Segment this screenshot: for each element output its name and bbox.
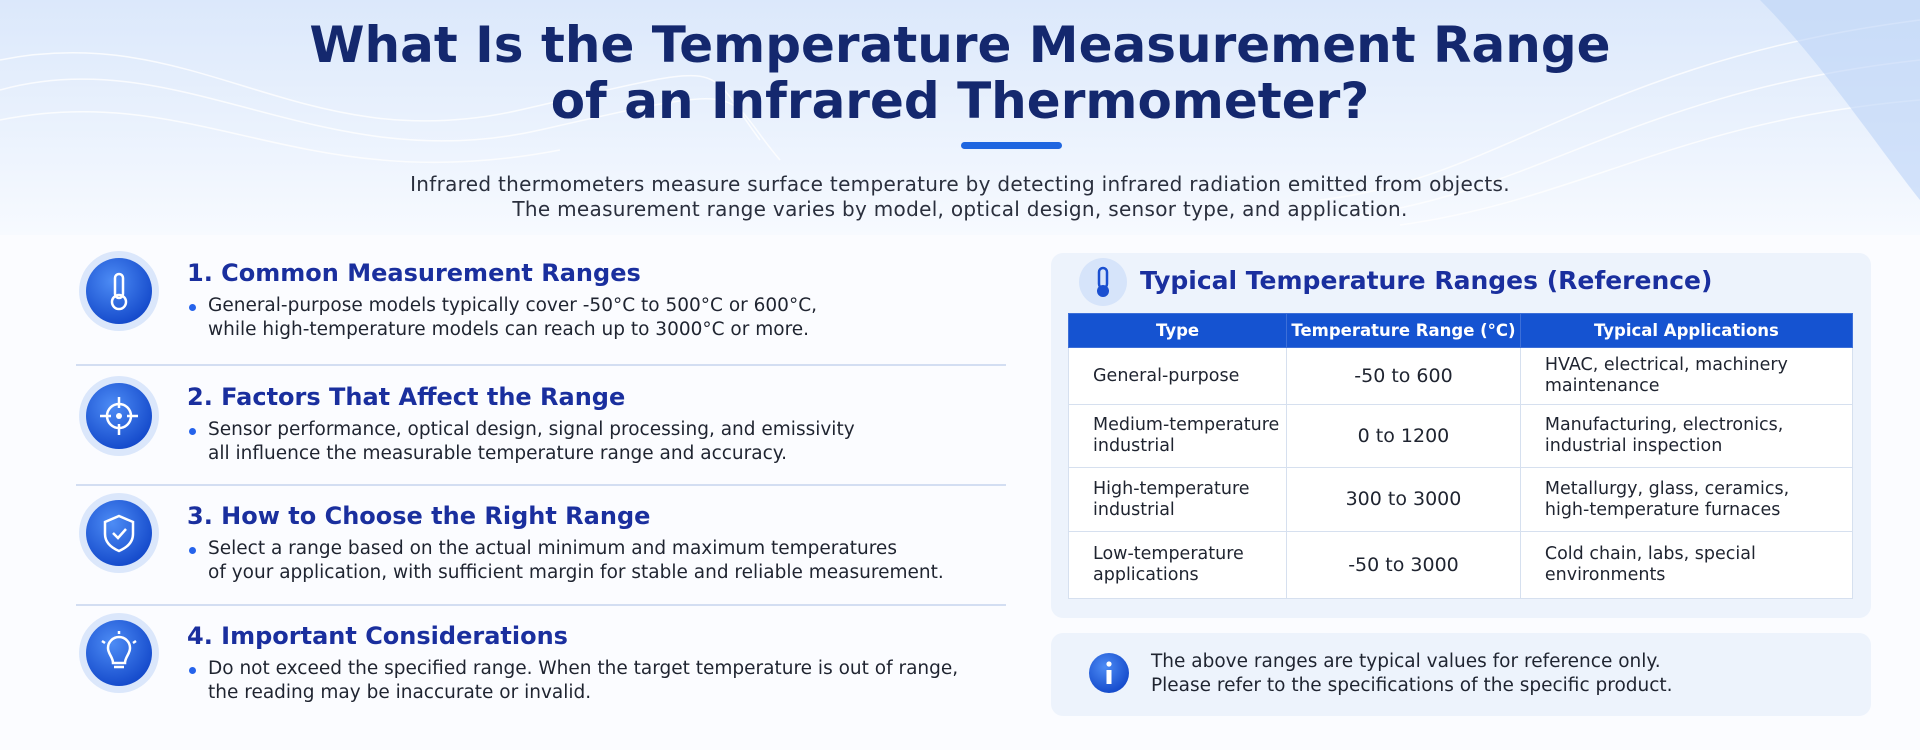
section-line: all influence the measurable temperature…	[208, 443, 787, 464]
table-cell: High-temperature industrial	[1067, 467, 1288, 532]
note-box	[1051, 633, 1871, 716]
section-line: General-purpose models typically cover -…	[208, 295, 817, 316]
table-cell: General-purpose	[1067, 347, 1288, 405]
table-row: General-purpose -50 to 600 HVAC, electrica…	[1067, 347, 1854, 405]
bullet	[189, 547, 196, 554]
section-line: the reading may be inaccurate or invalid…	[208, 682, 592, 703]
cell-line: General-purpose	[1093, 365, 1240, 386]
table-cell: -50 to 600	[1286, 347, 1521, 405]
column-header: Typical Applications	[1519, 313, 1854, 348]
cell-line: Metallurgy, glass, ceramics,	[1544, 478, 1790, 499]
note-line: Please refer to the specifications of th…	[1151, 675, 1673, 696]
section-title: 3. How to Choose the Right Range	[187, 502, 651, 530]
cell-line: -50 to 3000	[1348, 553, 1459, 576]
section-line: Sensor performance, optical design, sign…	[208, 419, 855, 440]
table-row: High-temperature industrial 300 to 3000 Met…	[1067, 467, 1854, 532]
cell-line: industrial inspection	[1544, 436, 1723, 456]
title: of an Infrared Thermometer?	[550, 72, 1370, 130]
section-line: of your application, with sufficient mar…	[208, 562, 944, 583]
divider	[76, 364, 1006, 366]
section-icons	[79, 251, 159, 693]
cell-line: Manufacturing, electronics,	[1544, 415, 1784, 435]
subtitle: Infrared thermometers measure surface te…	[410, 172, 1510, 196]
divider	[76, 484, 1006, 486]
divider	[76, 604, 1006, 606]
cell-line: high-temperature furnaces	[1544, 499, 1781, 520]
table-cell: Low-temperature applications	[1067, 531, 1288, 599]
table-cell: Cold chain, labs, special environments	[1519, 531, 1854, 599]
reference-table: Type Temperature Range (°C) Typical Applic…	[1067, 313, 1854, 599]
column-header: Temperature Range (°C)	[1286, 313, 1521, 348]
cell-line: environments	[1544, 565, 1666, 585]
table-cell: Medium-temperature industrial	[1067, 404, 1288, 468]
section-title: 4. Important Considerations	[187, 622, 568, 650]
table-cell: HVAC, electrical, machinery maintenance	[1519, 347, 1854, 405]
table-row: Medium-temperature industrial 0 to 1200 Man…	[1067, 404, 1854, 468]
cell-line: -50 to 600	[1354, 364, 1453, 387]
cell-line: Medium-temperature	[1093, 415, 1280, 435]
title: What Is the Temperature Measurement Rang…	[309, 16, 1611, 74]
panel-icon	[1079, 258, 1127, 306]
note-line: The above ranges are typical values for …	[1151, 651, 1661, 672]
cell-line: 0 to 1200	[1357, 424, 1450, 447]
table-cell: 300 to 3000	[1286, 467, 1521, 532]
header-row: Type Temperature Range (°C) Typical Applic…	[1067, 313, 1854, 348]
bullet	[189, 428, 196, 435]
table-cell: Metallurgy, glass, ceramics, high-tempera…	[1519, 467, 1854, 532]
section-line: Select a range based on the actual minim…	[208, 538, 897, 559]
section-line: while high-temperature models can reach …	[208, 319, 810, 340]
cell-line: industrial	[1093, 436, 1175, 456]
note: The above ranges are typical values for …	[1151, 650, 1673, 698]
bullet	[189, 667, 196, 674]
column-header: Type	[1067, 313, 1288, 348]
subtitle: The measurement range varies by model, o…	[512, 197, 1408, 221]
table-row: Low-temperature applications -50 to 3000 Co…	[1067, 531, 1854, 599]
cell-line: Low-temperature	[1093, 544, 1244, 564]
cell-line: High-temperature	[1093, 478, 1250, 499]
table-cell: -50 to 3000	[1286, 531, 1521, 599]
section-title: 2. Factors That Affect the Range	[187, 383, 626, 411]
cell-line: maintenance	[1544, 376, 1660, 396]
info-icon	[1089, 653, 1129, 693]
section-title: 1. Common Measurement Ranges	[187, 259, 641, 287]
cell-line: 300 to 3000	[1345, 488, 1462, 510]
bullet	[189, 304, 196, 311]
section-line: Do not exceed the specified range. When …	[208, 658, 959, 679]
cell-line: applications	[1093, 565, 1199, 585]
table-cell: 0 to 1200	[1286, 404, 1521, 468]
table-cell: Manufacturing, electronics, industrial in…	[1519, 404, 1854, 468]
cell-line: HVAC, electrical, machinery	[1544, 355, 1788, 375]
cell-line: industrial	[1093, 499, 1175, 520]
cell-line: Cold chain, labs, special	[1544, 544, 1756, 564]
panel-title: Typical Temperature Ranges (Reference)	[1140, 266, 1713, 295]
